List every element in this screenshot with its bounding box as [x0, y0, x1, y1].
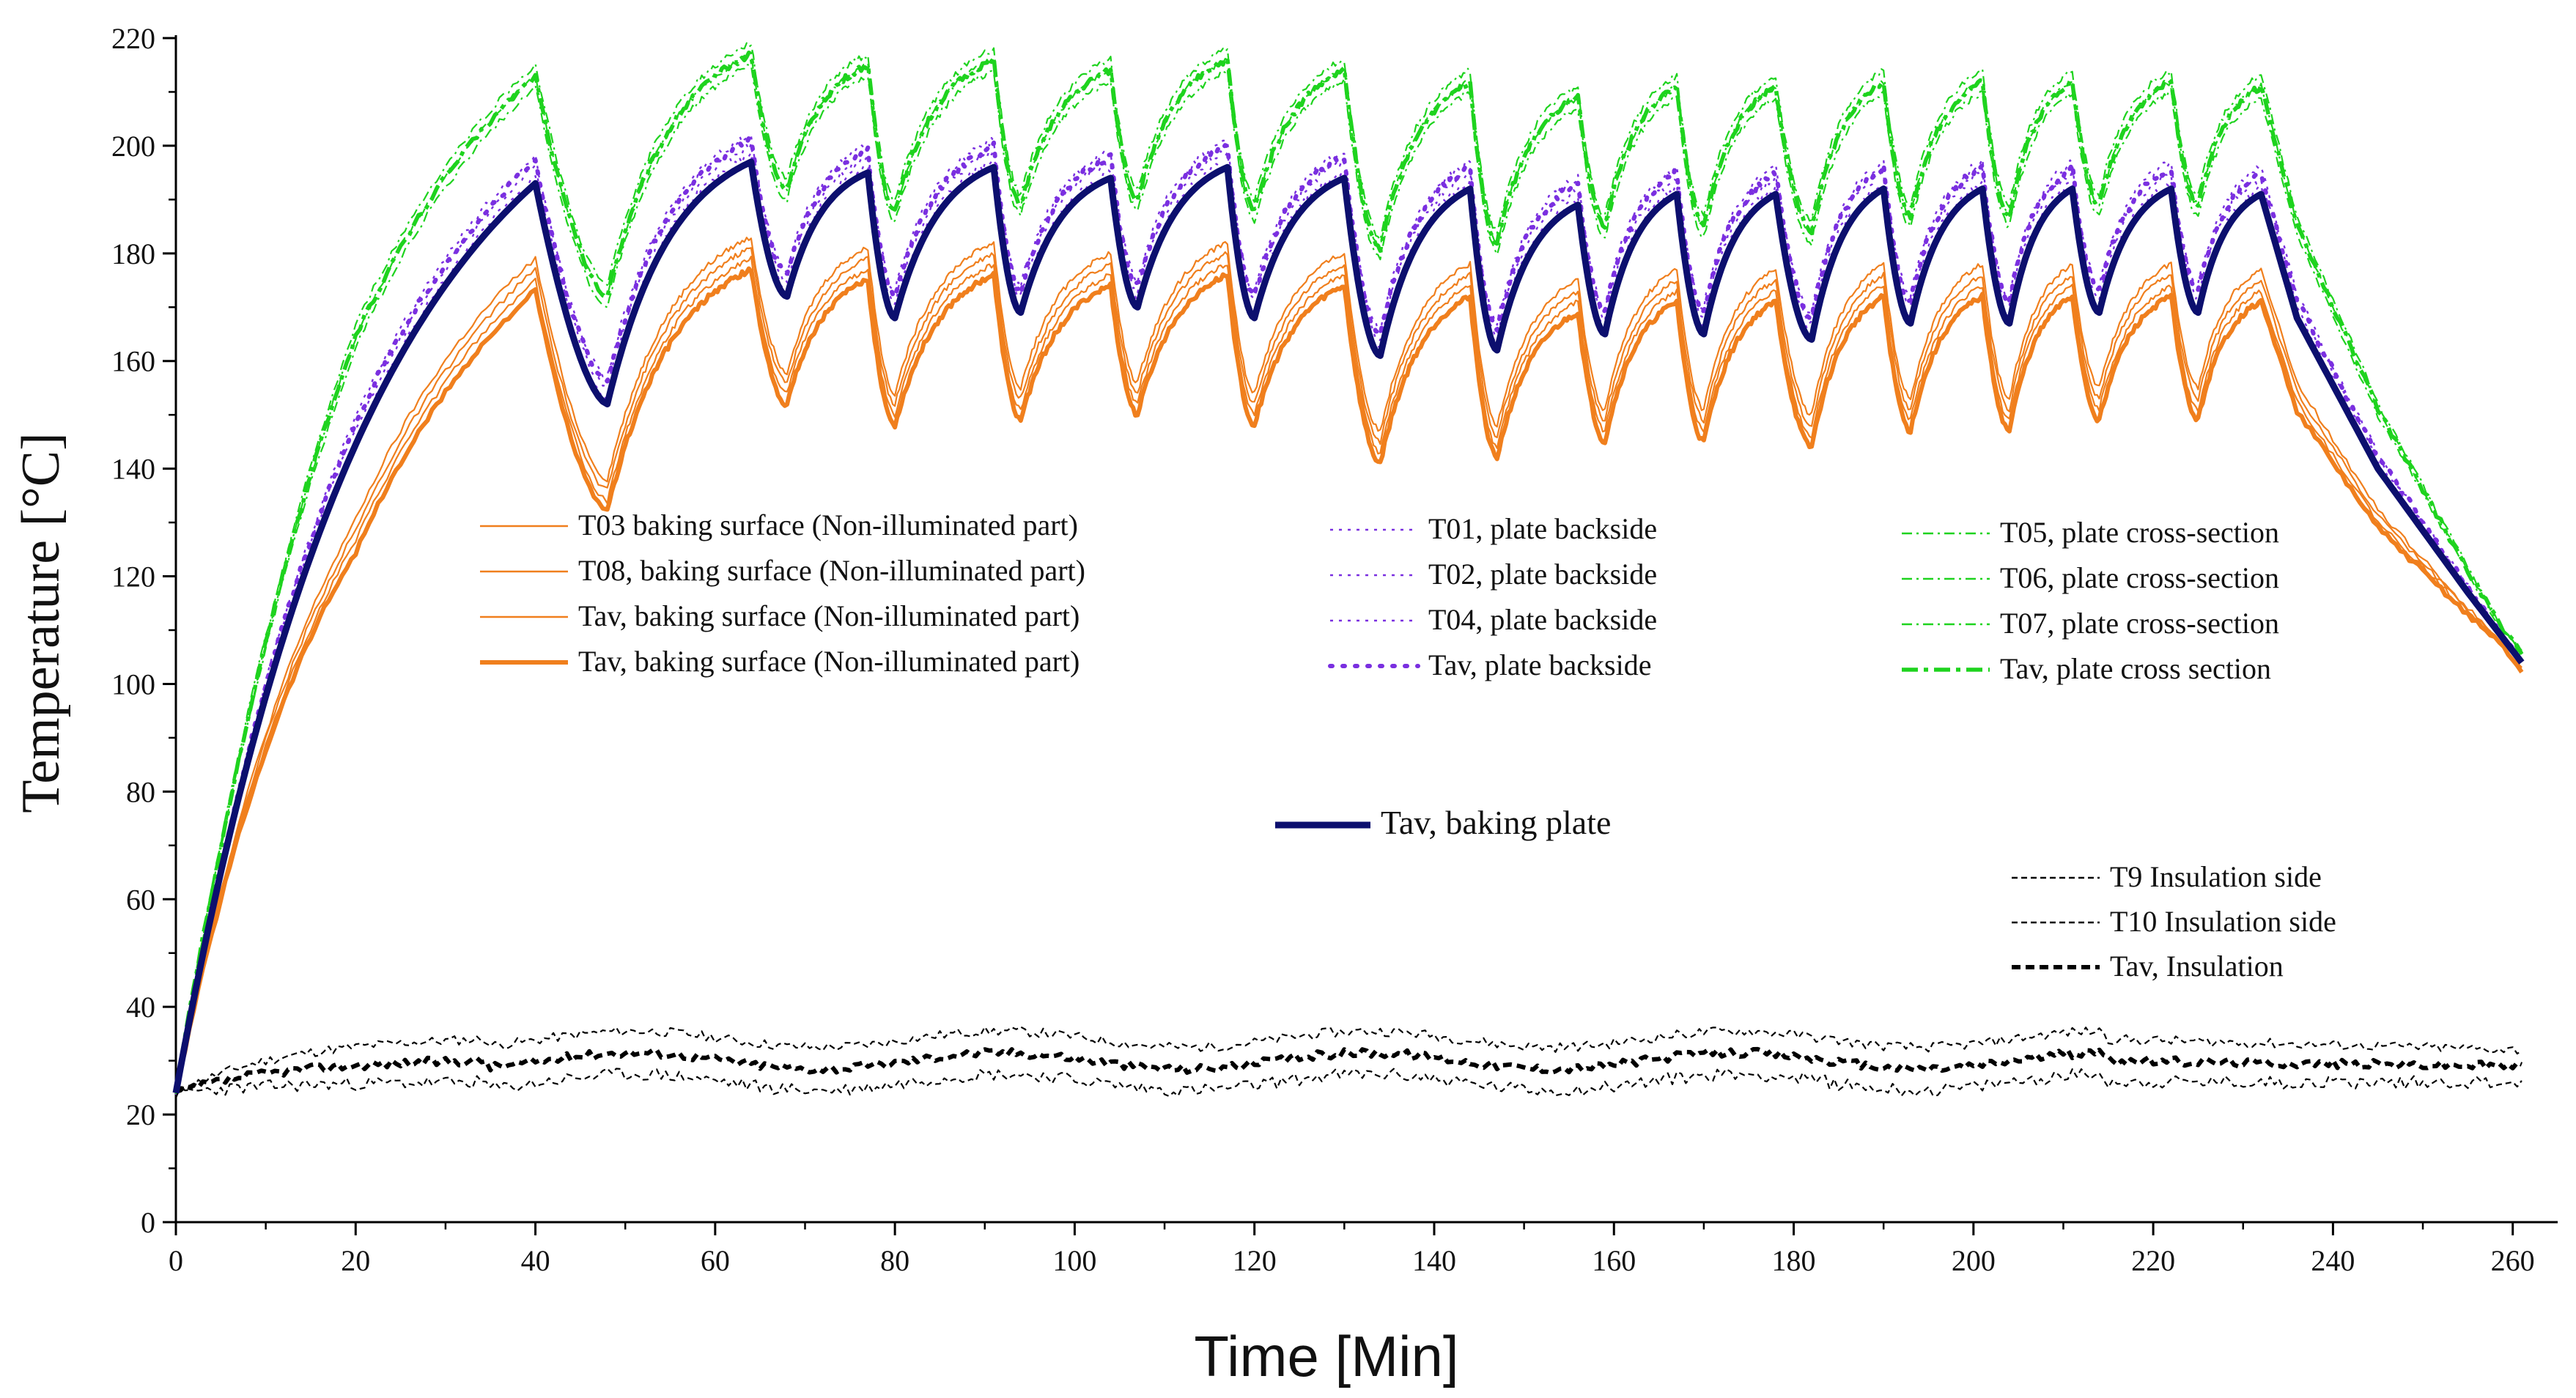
x-tick-label: 120 — [1233, 1244, 1277, 1277]
series-line-t9 — [175, 1026, 2523, 1092]
legend: T03 baking surface (Non-illuminated part… — [480, 508, 2336, 983]
legend-label: Tav, Insulation — [2110, 950, 2284, 983]
x-axis-title: Time [Min] — [1194, 1324, 1458, 1388]
series-line-tav-surface-2 — [174, 266, 2524, 1092]
x-tick-label: 100 — [1052, 1244, 1096, 1277]
series-line-t04 — [174, 152, 2523, 1095]
y-tick-label: 100 — [111, 667, 155, 700]
series-line-tav-surface-1 — [174, 247, 2523, 1095]
legend-label: T01, plate backside — [1428, 512, 1657, 545]
x-tick-label: 60 — [701, 1244, 730, 1277]
y-tick-label: 20 — [126, 1098, 155, 1131]
legend-label: T10 Insulation side — [2110, 905, 2336, 938]
axes: 0 20 40 60 80 100 120 140 160 180 200 220 240 260 0 20 4… — [111, 22, 2558, 1277]
x-tick-label: 220 — [2131, 1244, 2175, 1277]
series-line-t06 — [174, 51, 2523, 1091]
series-lines — [172, 42, 2525, 1098]
legend-label: T03 baking surface (Non-illuminated part… — [578, 508, 1078, 541]
y-tick-label: 200 — [111, 130, 155, 163]
legend-label: T06, plate cross-section — [2000, 561, 2279, 594]
legend-label: Tav, plate cross section — [2000, 652, 2271, 685]
series-line-t10 — [174, 1068, 2523, 1098]
y-tick-label: 0 — [141, 1206, 155, 1239]
series-line-t07 — [174, 64, 2523, 1094]
legend-label: Tav, baking surface (Non-illuminated par… — [578, 599, 1080, 632]
x-tick-label: 140 — [1412, 1244, 1456, 1277]
x-tick-label: 0 — [169, 1244, 183, 1277]
x-tick-label: 160 — [1592, 1244, 1636, 1277]
series-line-plate — [172, 158, 2525, 1094]
y-axis-title: Temperature [°C] — [11, 432, 71, 813]
y-tick-label: 180 — [111, 237, 155, 270]
legend-label: T05, plate cross-section — [2000, 516, 2279, 549]
series-line-tav-ins — [175, 1046, 2523, 1094]
y-tick-label: 40 — [126, 991, 155, 1024]
x-tick-label: 20 — [341, 1244, 370, 1277]
series-line-tav-backside — [174, 136, 2524, 1093]
x-tick-label: 180 — [1772, 1244, 1816, 1277]
series-line-t03 — [174, 237, 2523, 1095]
legend-label: Tav, baking plate — [1381, 804, 1611, 841]
legend-label: Tav, plate backside — [1428, 648, 1651, 681]
y-tick-label: 220 — [111, 22, 155, 55]
series-line-t08 — [174, 256, 2523, 1092]
legend-label: Tav, baking surface (Non-illuminated par… — [578, 645, 1080, 678]
legend-label: T07, plate cross-section — [2000, 607, 2279, 640]
x-tick-label: 240 — [2311, 1244, 2355, 1277]
legend-label: T08, baking surface (Non-illuminated par… — [578, 554, 1085, 587]
legend-label: T9 Insulation side — [2110, 860, 2322, 893]
x-tick-label: 40 — [521, 1244, 550, 1277]
legend-label: T02, plate backside — [1428, 558, 1657, 591]
x-tick-label: 200 — [1952, 1244, 1996, 1277]
series-line-tav-cross — [174, 50, 2524, 1091]
y-tick-label: 80 — [126, 775, 155, 808]
y-tick-label: 60 — [126, 883, 155, 916]
x-tick-label: 80 — [880, 1244, 909, 1277]
y-tick-label: 120 — [111, 561, 155, 593]
series-line-t05 — [174, 42, 2523, 1095]
x-tick-label: 260 — [2491, 1244, 2535, 1277]
legend-label: T04, plate backside — [1428, 603, 1657, 636]
y-tick-label: 140 — [111, 453, 155, 486]
y-tick-label: 160 — [111, 345, 155, 378]
